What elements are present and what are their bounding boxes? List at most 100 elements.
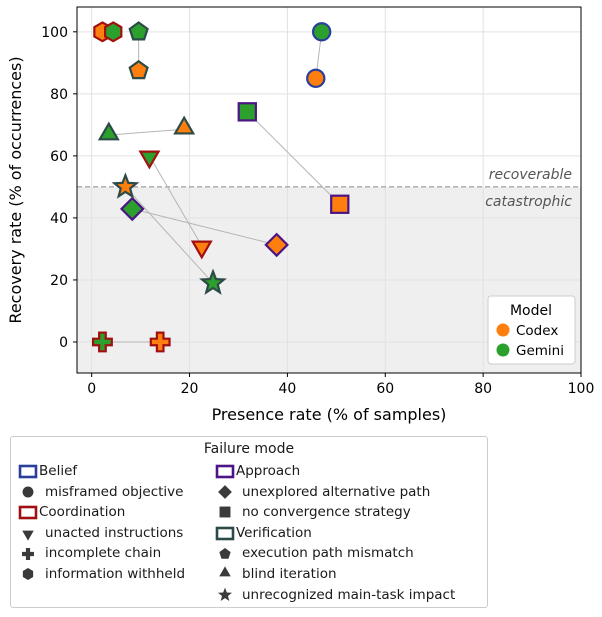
failure-mode-legend-title: Failure mode [203,441,295,457]
marker-swatch [22,530,34,541]
marker-swatch [22,568,34,581]
model-legend-box [487,295,576,365]
marker-swatch [218,587,232,601]
marker-swatch [22,547,34,560]
connector-line [132,208,277,246]
gemini-legend-label: Gemini [516,343,564,359]
point-codex-incomplete-chain [149,331,171,353]
diamond-icon [214,482,236,502]
point-gemini-blind-iteration [97,121,120,141]
legend-category-verification: Verification [214,523,455,544]
model-legend-title: Model [510,303,552,319]
category-swatch [215,526,235,541]
legend-label: Belief [39,463,78,479]
point-codex-unacted-instructions [190,240,213,260]
legend-label: blind iteration [242,565,337,582]
plus-icon [17,544,39,564]
legend-marker-unacted-instructions: unacted instructions [17,523,185,544]
connector-line [108,128,185,136]
point-codex-misframed-objective [306,68,326,89]
legend-marker-no-convergence-strategy: no convergence strategy [214,502,455,523]
y-tick-label: 40 [50,211,68,227]
legend-category-belief: Belief [17,461,185,482]
point-codex-unrecognized-main-task-impact [111,172,140,199]
legend-label: unacted instructions [45,524,184,541]
circle-icon [17,482,39,502]
y-axis-label: Recovery rate (% of occurrences) [6,56,25,323]
marker-swatch [218,485,232,499]
point-codex-execution-path-mismatch [128,59,149,80]
point-gemini-unacted-instructions [138,150,161,170]
legend-marker-unrecognized-main-task-impact: unrecognized main-task impact [214,585,455,606]
legend-label: incomplete chain [45,545,162,562]
legend-marker-misframed-objective: misframed objective [17,482,185,503]
category-swatch-icon [17,461,39,481]
marker-swatch [22,486,34,498]
legend-label: misframed objective [45,483,184,500]
legend-marker-incomplete-chain: incomplete chain [17,543,185,564]
category-swatch-icon [17,502,39,522]
y-tick-label: 60 [50,149,68,165]
square-icon [214,502,236,522]
point-gemini-execution-path-mismatch [128,21,149,41]
x-tick-label: 40 [278,381,296,397]
marker-swatch [219,507,231,518]
category-swatch [215,464,235,479]
legend-category-approach: Approach [214,461,455,482]
x-axis-label: Presence rate (% of samples) [212,405,447,424]
legend-label: unexplored alternative path [242,483,431,500]
legend-label: Verification [236,524,312,541]
gemini-legend-swatch [496,343,510,357]
legend-label: execution path mismatch [242,545,414,562]
triangle-down-icon [17,523,39,543]
y-tick-label: 20 [50,273,68,289]
y-tick-label: 80 [50,87,68,103]
point-gemini-misframed-objective [311,22,332,42]
legend-label: information withheld [45,565,186,582]
category-swatch [18,464,38,479]
x-tick-label: 100 [568,381,595,397]
x-tick-label: 20 [181,381,199,397]
codex-legend-swatch [496,323,510,337]
y-tick-label: 0 [59,335,68,351]
model-legend: Model Codex Gemini [487,295,576,365]
x-axis-ticks: 0 20 40 60 80 100 [87,373,594,397]
legend-marker-execution-path-mismatch: execution path mismatch [214,543,455,564]
legend-marker-information-withheld: information withheld [17,564,185,585]
point-gemini-incomplete-chain [91,331,113,353]
y-axis-ticks: 0 20 40 60 80 100 [41,25,77,351]
y-tick-label: 100 [41,25,68,41]
plot-frame [76,6,582,374]
point-gemini-unexplored-alternative-path [119,196,145,222]
hexagon-icon [17,564,39,584]
legend-marker-unexplored-alternative-path: unexplored alternative path [214,482,455,503]
legend-label: Approach [236,463,301,479]
category-swatch-icon [214,523,236,543]
marker-swatch [219,547,231,559]
x-tick-label: 80 [474,381,492,397]
failure-legend-column-2: Approach unexplored alternative path no co… [214,461,455,605]
point-codex-no-convergence-strategy [330,194,350,214]
recoverable-label: recoverable [489,167,572,183]
legend-marker-blind-iteration: blind iteration [214,564,455,585]
connector-line [246,111,341,205]
point-gemini-no-convergence-strategy [237,102,257,122]
legend-label: unrecognized main-task impact [242,586,456,603]
point-codex-blind-iteration [173,115,196,135]
point-codex-unexplored-alternative-path [264,232,289,258]
pentagon-icon [214,544,236,564]
connector-line [125,186,214,284]
legend-category-coordination: Coordination [17,502,185,523]
triangle-up-icon [214,564,236,584]
star-icon [214,585,236,605]
point-gemini-information-withheld [104,21,123,43]
legend-label: no convergence strategy [242,504,411,521]
category-swatch-icon [214,461,236,481]
legend-label: Coordination [39,504,126,521]
codex-legend-label: Codex [516,323,558,339]
point-gemini-unrecognized-main-task-impact [199,268,227,295]
failure-mode-legend: Failure mode Belief misframed objective Co… [10,436,488,608]
category-swatch [18,506,38,520]
connector-line [148,155,203,247]
catastrophic-label: catastrophic [485,194,572,210]
